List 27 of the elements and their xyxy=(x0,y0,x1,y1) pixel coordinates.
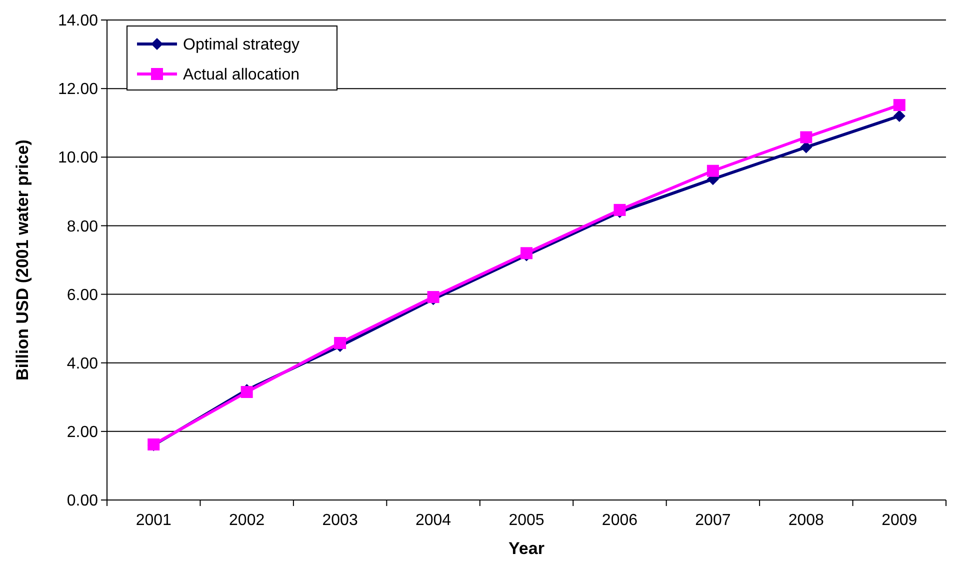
point xyxy=(800,131,812,144)
y-tick-label: 14.00 xyxy=(58,12,98,30)
legend-label: Optimal strategy xyxy=(183,36,300,54)
x-tick-label: 2002 xyxy=(229,512,265,529)
point xyxy=(614,204,626,216)
point xyxy=(706,164,719,177)
x-tick-label: 2006 xyxy=(602,512,638,529)
x-tick-label: 2008 xyxy=(788,512,824,529)
y-tick-label: 4.00 xyxy=(66,355,98,372)
x-tick-label: 2004 xyxy=(415,512,452,529)
point xyxy=(240,386,253,398)
y-tick-label: 12.00 xyxy=(58,81,98,98)
x-tick-label: 2007 xyxy=(695,512,731,529)
x-tick-label: 2009 xyxy=(882,512,918,529)
y-tick-label: 0.00 xyxy=(66,492,98,510)
point xyxy=(893,110,906,122)
x-tick-label: 2005 xyxy=(508,512,544,529)
y-tick-label: 2.00 xyxy=(66,424,98,442)
point xyxy=(893,99,906,112)
x-axis-title: Year xyxy=(508,539,545,558)
y-tick-label: 6.00 xyxy=(66,286,98,304)
y-tick-label: 8.00 xyxy=(66,218,98,236)
legend-label: Actual allocation xyxy=(183,66,300,84)
y-tick-label: 10.00 xyxy=(58,150,98,167)
x-tick-label: 2003 xyxy=(322,512,358,529)
y-axis-title: Billion USD (2001 water price) xyxy=(13,140,32,380)
x-tick-label: 2001 xyxy=(136,512,172,529)
